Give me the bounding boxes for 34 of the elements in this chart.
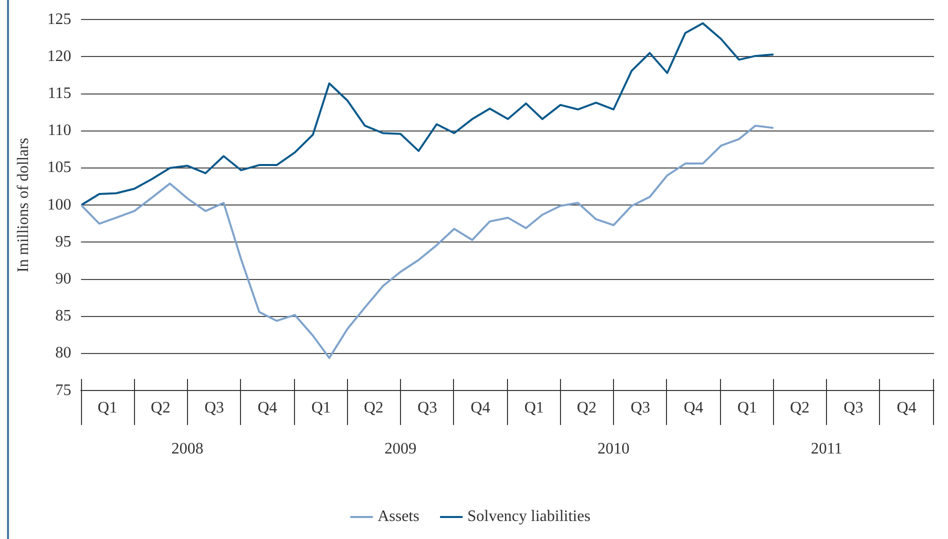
y-tick-label: 115: [48, 85, 72, 102]
x2-tick-label: 2009: [384, 440, 416, 458]
x2-tick-label: 2011: [810, 440, 842, 458]
x2-tick-label: 2010: [598, 440, 630, 458]
y-tick-label: 85: [55, 308, 72, 325]
y-tick-label: 90: [55, 270, 72, 288]
y-tick-label: 125: [47, 10, 72, 28]
x-tick-label: Q4: [258, 399, 278, 416]
x-tick-label: Q1: [524, 399, 544, 416]
x-tick-label: Q2: [150, 399, 170, 416]
y-tick-label: 105: [47, 159, 72, 176]
x-tick-label: Q2: [364, 399, 384, 416]
x-tick-label: Q3: [630, 399, 650, 416]
x-tick-label: Q3: [844, 399, 864, 416]
y-tick-label: 100: [47, 196, 72, 214]
y-tick-label: 75: [55, 382, 72, 399]
x-tick-label: Q1: [737, 399, 757, 416]
x-tick-label: Q1: [98, 399, 118, 416]
x-tick-label: Q3: [204, 399, 224, 416]
x-tick-label: Q4: [684, 399, 704, 416]
x-tick-label: Q2: [790, 399, 810, 416]
x-tick-label: Q1: [311, 399, 331, 416]
y-tick-label: 95: [55, 233, 72, 250]
x-tick-label: Q4: [896, 399, 916, 416]
y-tick-label: 110: [48, 122, 72, 140]
y-axis-title: In millions of dollars: [14, 138, 32, 272]
x-tick-label: Q2: [576, 399, 596, 416]
legend-label: Assets: [378, 508, 420, 526]
x-tick-label: Q4: [470, 399, 490, 416]
legend-label: Solvency liabilities: [467, 508, 590, 526]
x2-tick-label: 2008: [171, 440, 204, 458]
x-tick-label: Q3: [418, 399, 438, 416]
y-tick-label: 120: [47, 48, 72, 65]
y-tick-label: 80: [55, 344, 72, 362]
